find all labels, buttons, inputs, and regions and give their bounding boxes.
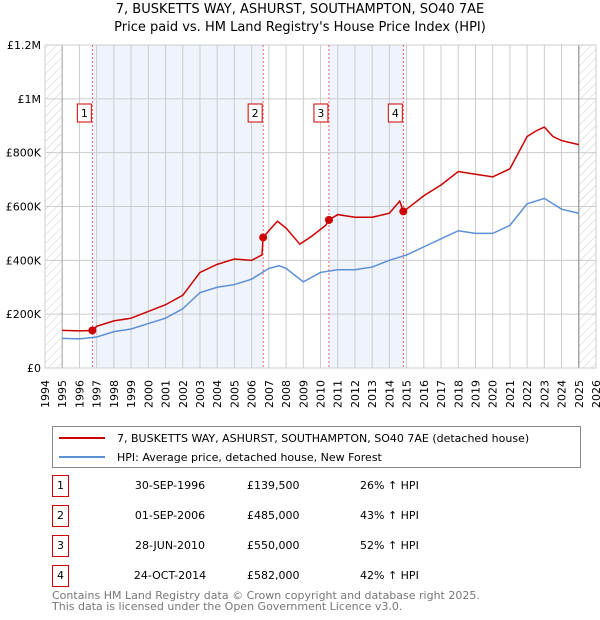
- sale-number-badge: 2: [52, 505, 69, 527]
- legend: 7, BUSKETTS WAY, ASHURST, SOUTHAMPTON, S…: [52, 426, 581, 468]
- x-tick-label: 2019: [469, 380, 482, 408]
- y-tick-label: £1.2M: [7, 39, 41, 52]
- table-row: 3 28-JUN-2010 £550,000 52% ↑ HPI: [52, 535, 552, 557]
- legend-label: HPI: Average price, detached house, New …: [117, 450, 382, 464]
- chart: 1994 1995 1996 1997 1998 1999 2000 2001 2002 2003…: [6, 39, 600, 408]
- y-tick-label: £0: [27, 362, 41, 375]
- sale-price: £139,500: [247, 479, 300, 492]
- sale-price: £582,000: [247, 569, 300, 582]
- x-tick-label: 2022: [521, 380, 534, 408]
- legend-item-property: 7, BUSKETTS WAY, ASHURST, SOUTHAMPTON, S…: [59, 429, 529, 447]
- hpi-change: 42% ↑ HPI: [360, 569, 419, 582]
- y-tick-label: £600K: [6, 201, 42, 214]
- sale-date: 28-JUN-2010: [134, 539, 206, 552]
- sale-number-badge: 1: [52, 475, 69, 497]
- x-tick-label: 1998: [108, 380, 121, 408]
- x-tick-label: 2013: [366, 380, 379, 408]
- sale-label: 1: [81, 107, 88, 120]
- sale-point: [88, 326, 97, 335]
- footer-line: Contains HM Land Registry data © Crown c…: [52, 589, 480, 602]
- x-tick-label: 2006: [246, 380, 259, 408]
- x-tick-label: 2002: [177, 380, 190, 408]
- x-tick-label: 2023: [538, 380, 551, 408]
- red-line-swatch: [59, 437, 105, 439]
- sale-date: 24-OCT-2014: [133, 569, 207, 582]
- plot-border: [44, 44, 597, 369]
- sale-point: [399, 207, 408, 216]
- x-tick-label: 2004: [211, 380, 224, 408]
- sale-number-badge: 3: [52, 535, 69, 557]
- sale-label-box: [387, 103, 403, 123]
- x-tick-label: 2021: [504, 380, 517, 408]
- sale-point: [259, 233, 268, 242]
- x-tick-label: 2020: [487, 380, 500, 408]
- y-tick-label: £200K: [6, 308, 42, 321]
- table-row: 2 01-SEP-2006 £485,000 43% ↑ HPI: [52, 505, 552, 527]
- x-tick-label: 2018: [452, 380, 465, 408]
- x-tick-label: 2009: [297, 380, 310, 408]
- x-tick-label: 2001: [160, 380, 173, 408]
- x-tick-label: 2005: [228, 380, 241, 408]
- x-tick-label: 2000: [142, 380, 155, 408]
- x-tick-label: 2010: [315, 380, 328, 408]
- x-tick-label: 1994: [39, 380, 52, 408]
- sale-label: 3: [317, 107, 324, 120]
- sale-label-box: [76, 103, 92, 123]
- y-tick-label: £400K: [6, 254, 42, 267]
- x-tick-label: 2003: [194, 380, 207, 408]
- x-tick-label: 2012: [349, 380, 362, 408]
- y-tick-label: £1M: [18, 93, 42, 106]
- legend-label: 7, BUSKETTS WAY, ASHURST, SOUTHAMPTON, S…: [117, 431, 530, 445]
- hpi-change: 52% ↑ HPI: [360, 539, 419, 552]
- sale-label: 4: [392, 107, 399, 120]
- chart-subtitle: Price paid vs. HM Land Registry's House …: [114, 20, 486, 35]
- x-tick-label: 2016: [418, 380, 431, 408]
- sale-date: 01-SEP-2006: [134, 509, 206, 522]
- x-tick-label: 2024: [556, 380, 569, 408]
- hpi-change: 43% ↑ HPI: [360, 509, 419, 522]
- legend-item-hpi: HPI: Average price, detached house, New …: [59, 448, 382, 466]
- hpi-line: [62, 197, 579, 340]
- hpi-change: 26% ↑ HPI: [360, 479, 419, 492]
- price-paid-line: [62, 126, 579, 332]
- x-tick-label: 2017: [435, 380, 448, 408]
- x-tick-label: 2025: [573, 380, 586, 408]
- x-tick-label: 1997: [91, 380, 104, 408]
- table-row: 1 30-SEP-1996 £139,500 26% ↑ HPI: [52, 475, 552, 497]
- sale-point: [324, 215, 333, 224]
- x-tick-label: 1995: [56, 380, 69, 408]
- table-row: 4 24-OCT-2014 £582,000 42% ↑ HPI: [52, 565, 552, 587]
- x-tick-label: 2026: [590, 380, 600, 408]
- blue-line-swatch: [59, 456, 105, 458]
- x-tick-label: 2008: [280, 380, 293, 408]
- x-tick-label: 1999: [125, 380, 138, 408]
- sale-label: 2: [252, 107, 259, 120]
- sale-price: £485,000: [247, 509, 300, 522]
- footer-line: This data is licensed under the Open Gov…: [52, 600, 403, 613]
- chart-title: 7, BUSKETTS WAY, ASHURST, SOUTHAMPTON, S…: [115, 2, 485, 17]
- x-tick-label: 2015: [401, 380, 414, 408]
- footer: Contains HM Land Registry data © Crown c…: [52, 590, 480, 612]
- sale-price: £550,000: [247, 539, 300, 552]
- x-tick-label: 2011: [332, 380, 345, 408]
- sale-date: 30-SEP-1996: [134, 479, 206, 492]
- x-tick-label: 2007: [263, 380, 276, 408]
- sale-label-box: [247, 103, 263, 123]
- sale-number-badge: 4: [52, 565, 69, 587]
- sale-label-box: [313, 103, 329, 123]
- x-tick-label: 2014: [383, 380, 396, 408]
- y-tick-label: £800K: [6, 147, 42, 160]
- x-tick-label: 1996: [73, 380, 86, 408]
